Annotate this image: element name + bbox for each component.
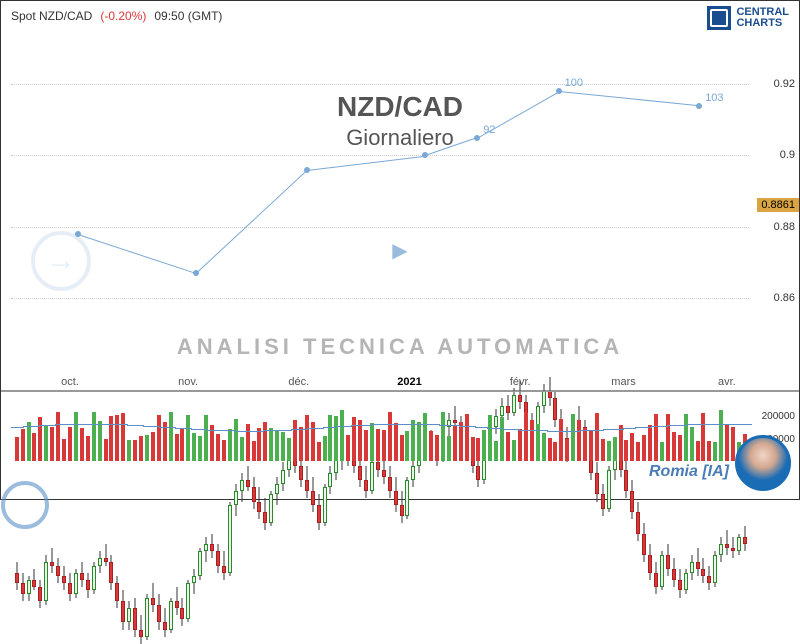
chart-title: NZD/CAD Giornaliero bbox=[337, 91, 463, 151]
play-icon[interactable] bbox=[1, 481, 49, 529]
timeframe-title: Giornaliero bbox=[337, 125, 463, 151]
avatar-icon[interactable] bbox=[735, 435, 791, 491]
romia-label: Romia [IA] bbox=[649, 463, 729, 481]
watermark-arrow-icon bbox=[31, 231, 91, 291]
pair-title: NZD/CAD bbox=[337, 91, 463, 123]
